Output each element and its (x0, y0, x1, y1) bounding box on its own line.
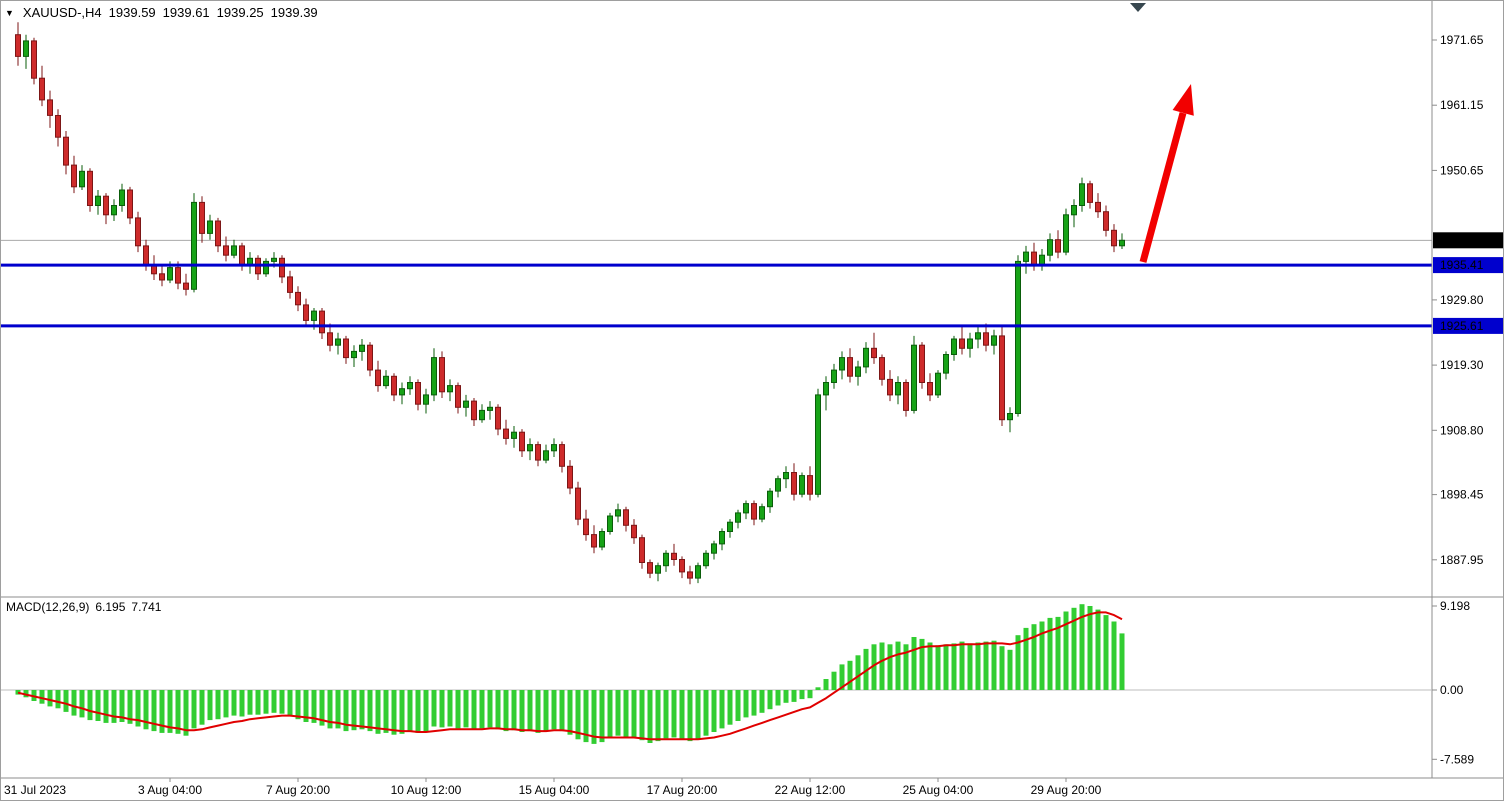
price-axis-label: 1908.80 (1440, 423, 1484, 437)
price-badge-current-price (1433, 232, 1503, 249)
price-axis-label: 1898.45 (1440, 488, 1484, 502)
time-axis-label: 3 Aug 04:00 (138, 783, 202, 797)
price-axis-label: 1887.95 (1440, 553, 1484, 567)
price-badge-label: 1935.41 (1440, 258, 1484, 272)
price-axis[interactable]: 1971.65 1961.15 1950.65 1929.80 1919.30 1908.… (1432, 33, 1503, 567)
trend-arrow[interactable] (1139, 84, 1194, 263)
price-badge-level (1433, 317, 1503, 334)
price-axis-label: 1971.65 (1440, 33, 1484, 47)
time-axis-label: 29 Aug 20:00 (1031, 783, 1102, 797)
time-axis[interactable]: 31 Jul 2023 3 Aug 04:00 7 Aug 20:00 10 Aug … (4, 778, 1102, 797)
time-axis-label: 15 Aug 04:00 (519, 783, 590, 797)
candlestick-series[interactable] (15, 22, 1125, 585)
time-axis-label: 10 Aug 12:00 (391, 783, 462, 797)
price-axis-label: 1961.15 (1440, 98, 1484, 112)
price-badge-label: 1925.61 (1440, 319, 1484, 333)
macd-axis-label: -7.589 (1440, 752, 1474, 766)
macd-histogram (15, 604, 1125, 744)
time-axis-label: 7 Aug 20:00 (266, 783, 330, 797)
time-axis-label: 22 Aug 12:00 (775, 783, 846, 797)
price-axis-label: 1919.30 (1440, 358, 1484, 372)
price-axis-label: 1929.80 (1440, 293, 1484, 307)
time-axis-label: 25 Aug 04:00 (903, 783, 974, 797)
macd-axis-label: 9.198 (1440, 599, 1470, 613)
chart-shift-icon[interactable] (1130, 3, 1146, 12)
price-badge-label: 1939.39 (1440, 233, 1484, 247)
macd-signal-line (17, 611, 1123, 741)
time-axis-label: 31 Jul 2023 (4, 783, 66, 797)
macd-axis-label: 0.00 (1440, 683, 1464, 697)
price-axis-label: 1950.65 (1440, 163, 1484, 177)
price-badge-level (1433, 257, 1503, 274)
time-axis-label: 17 Aug 20:00 (647, 783, 718, 797)
